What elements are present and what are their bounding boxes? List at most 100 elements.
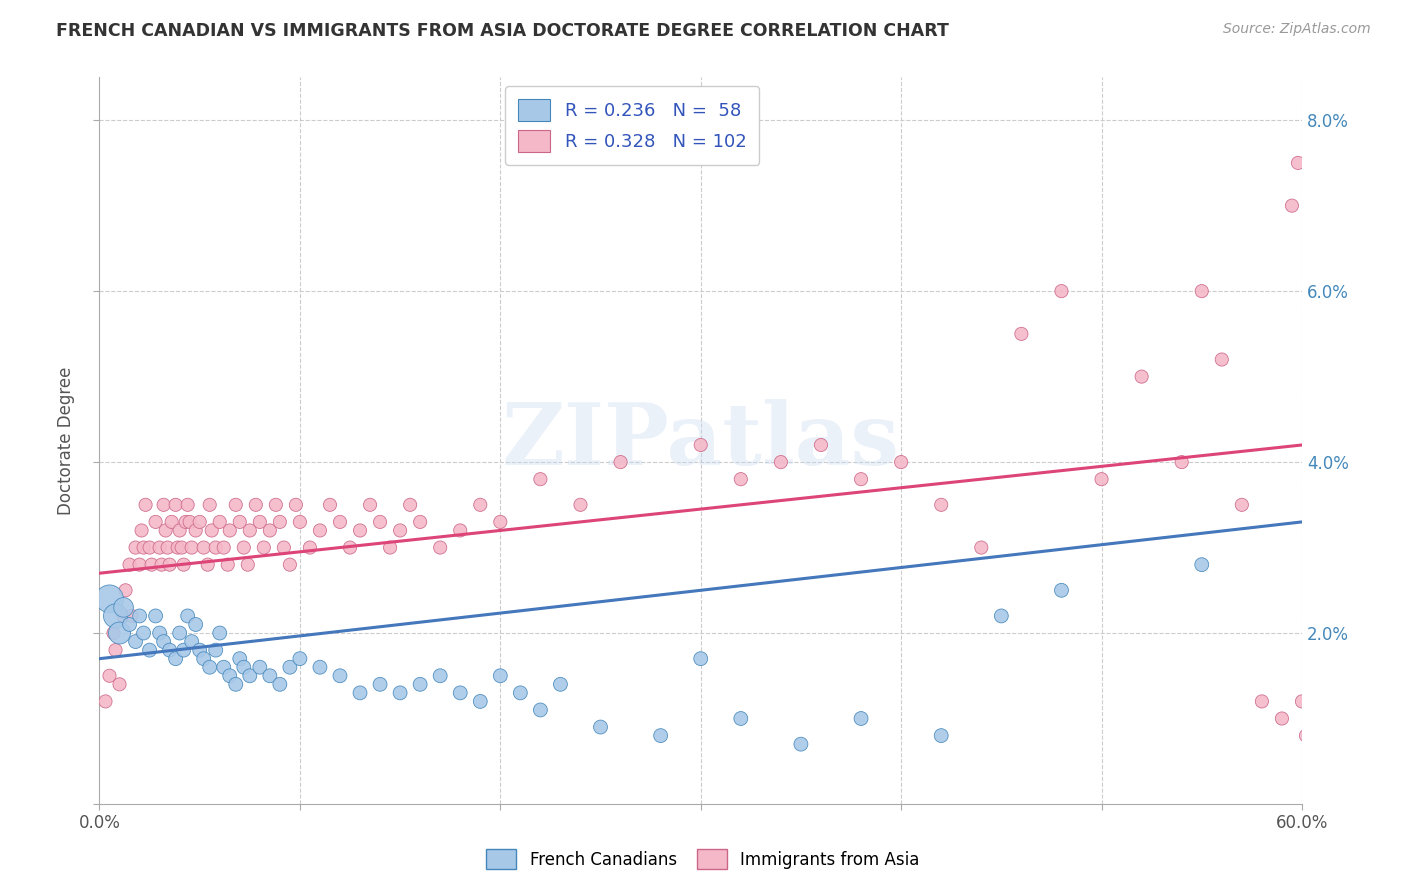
Point <box>103 626 125 640</box>
Point <box>689 438 711 452</box>
Point <box>470 498 492 512</box>
Point <box>149 541 172 555</box>
Point <box>550 677 572 691</box>
Point <box>118 617 141 632</box>
Point <box>173 558 195 572</box>
Point <box>288 515 311 529</box>
Point <box>1211 352 1233 367</box>
Point <box>121 609 143 624</box>
Point <box>449 524 471 538</box>
Point <box>118 558 141 572</box>
Point <box>264 498 287 512</box>
Point <box>298 541 321 555</box>
Point <box>990 609 1012 624</box>
Point <box>180 541 202 555</box>
Point <box>169 524 191 538</box>
Point <box>319 498 342 512</box>
Point <box>131 524 153 538</box>
Point <box>278 660 301 674</box>
Point <box>929 498 952 512</box>
Point <box>141 558 163 572</box>
Point <box>810 438 832 452</box>
Point <box>409 515 432 529</box>
Point <box>132 626 155 640</box>
Point <box>329 515 352 529</box>
Point <box>169 626 191 640</box>
Point <box>890 455 912 469</box>
Point <box>409 677 432 691</box>
Point <box>470 694 492 708</box>
Text: FRENCH CANADIAN VS IMMIGRANTS FROM ASIA DOCTORATE DEGREE CORRELATION CHART: FRENCH CANADIAN VS IMMIGRANTS FROM ASIA … <box>56 22 949 40</box>
Point <box>232 541 254 555</box>
Text: Source: ZipAtlas.com: Source: ZipAtlas.com <box>1223 22 1371 37</box>
Point <box>149 626 172 640</box>
Point <box>278 558 301 572</box>
Point <box>239 524 262 538</box>
Point <box>188 643 211 657</box>
Point <box>1050 284 1073 298</box>
Point <box>609 455 631 469</box>
Point <box>329 669 352 683</box>
Point <box>165 498 187 512</box>
Point <box>529 472 551 486</box>
Point <box>104 609 127 624</box>
Point <box>204 541 226 555</box>
Point <box>124 634 146 648</box>
Point <box>152 634 174 648</box>
Point <box>138 643 160 657</box>
Point <box>1301 241 1323 255</box>
Point <box>529 703 551 717</box>
Point <box>152 498 174 512</box>
Point <box>929 729 952 743</box>
Point <box>108 626 131 640</box>
Point <box>399 498 422 512</box>
Point <box>1170 455 1192 469</box>
Point <box>1230 498 1253 512</box>
Point <box>249 515 271 529</box>
Point <box>1310 669 1333 683</box>
Point <box>124 541 146 555</box>
Point <box>378 541 401 555</box>
Point <box>790 737 813 751</box>
Point <box>368 515 391 529</box>
Point <box>359 498 381 512</box>
Point <box>259 524 281 538</box>
Point <box>249 660 271 674</box>
Point <box>253 541 276 555</box>
Point <box>94 694 117 708</box>
Point <box>389 524 412 538</box>
Point <box>245 498 267 512</box>
Point <box>309 660 332 674</box>
Point <box>269 515 291 529</box>
Point <box>849 472 872 486</box>
Point <box>159 558 181 572</box>
Point <box>1281 199 1303 213</box>
Point <box>198 498 221 512</box>
Point <box>284 498 307 512</box>
Y-axis label: Doctorate Degree: Doctorate Degree <box>58 367 75 515</box>
Point <box>1090 472 1112 486</box>
Point <box>239 669 262 683</box>
Point <box>368 677 391 691</box>
Point <box>193 651 215 665</box>
Point <box>730 712 752 726</box>
Text: ZIPatlas: ZIPatlas <box>502 399 900 483</box>
Point <box>229 515 252 529</box>
Point <box>259 669 281 683</box>
Point <box>170 541 193 555</box>
Point <box>429 541 451 555</box>
Point <box>145 609 167 624</box>
Point <box>98 669 121 683</box>
Point <box>176 609 198 624</box>
Point <box>589 720 612 734</box>
Point <box>184 524 207 538</box>
Point <box>217 558 239 572</box>
Point <box>650 729 672 743</box>
Point <box>849 712 872 726</box>
Point <box>449 686 471 700</box>
Point <box>138 541 160 555</box>
Point <box>1010 326 1032 341</box>
Point <box>208 515 231 529</box>
Point <box>159 643 181 657</box>
Point <box>128 558 150 572</box>
